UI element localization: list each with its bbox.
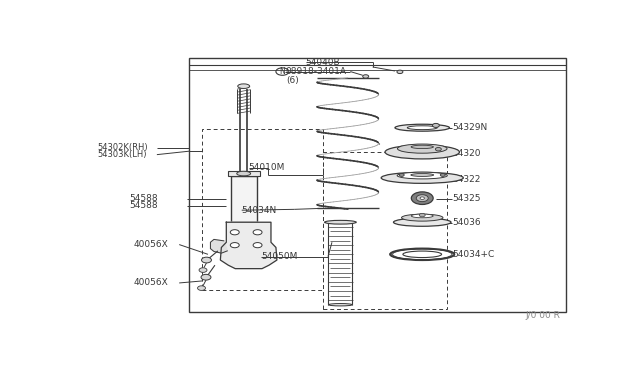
Bar	[189, 58, 566, 312]
Circle shape	[416, 195, 428, 202]
Text: 54036: 54036	[452, 218, 481, 227]
Text: 54322: 54322	[452, 175, 481, 184]
Text: 54010M: 54010M	[249, 163, 285, 172]
Ellipse shape	[394, 218, 451, 226]
Text: 40056X: 40056X	[134, 240, 168, 249]
Ellipse shape	[403, 251, 442, 257]
Ellipse shape	[328, 304, 352, 306]
Text: 54329N: 54329N	[452, 123, 487, 132]
Circle shape	[420, 197, 424, 199]
Text: (6): (6)	[286, 76, 299, 85]
Ellipse shape	[397, 172, 447, 179]
Polygon shape	[220, 222, 277, 269]
Circle shape	[230, 243, 239, 248]
Ellipse shape	[324, 220, 356, 224]
Bar	[231, 176, 257, 222]
Ellipse shape	[411, 145, 433, 148]
Text: N: N	[280, 67, 285, 76]
Ellipse shape	[395, 124, 449, 131]
Circle shape	[201, 275, 211, 280]
Text: J/0 00 R: J/0 00 R	[525, 311, 560, 320]
Circle shape	[435, 147, 442, 151]
Text: 54588: 54588	[129, 194, 158, 203]
Circle shape	[198, 286, 205, 291]
Text: 54034N: 54034N	[242, 206, 277, 215]
Circle shape	[363, 75, 369, 78]
Text: 54320: 54320	[452, 149, 481, 158]
Circle shape	[399, 173, 404, 176]
Text: 54588: 54588	[129, 201, 158, 210]
Text: 54034+C: 54034+C	[452, 250, 494, 259]
Text: 08918-3401A: 08918-3401A	[286, 67, 347, 76]
Ellipse shape	[407, 126, 437, 129]
Circle shape	[419, 214, 425, 217]
Text: 54050M: 54050M	[261, 252, 298, 261]
Ellipse shape	[237, 84, 250, 89]
Text: 54302K(RH): 54302K(RH)	[97, 143, 148, 152]
Circle shape	[253, 230, 262, 235]
Polygon shape	[211, 240, 227, 253]
Ellipse shape	[412, 214, 433, 218]
Ellipse shape	[390, 248, 454, 260]
Text: 54303K(LH): 54303K(LH)	[97, 150, 147, 159]
Circle shape	[199, 268, 207, 272]
Text: 40056X: 40056X	[134, 279, 168, 288]
Ellipse shape	[237, 171, 251, 176]
Ellipse shape	[411, 173, 434, 176]
Circle shape	[433, 124, 439, 128]
Circle shape	[253, 243, 262, 248]
Bar	[202, 129, 323, 291]
Ellipse shape	[397, 144, 447, 153]
Circle shape	[202, 257, 211, 263]
Circle shape	[230, 230, 239, 235]
Circle shape	[397, 70, 403, 74]
Text: 54040B: 54040B	[306, 58, 340, 67]
Bar	[228, 171, 260, 176]
Circle shape	[412, 192, 433, 205]
Text: 54325: 54325	[452, 194, 481, 203]
Ellipse shape	[381, 172, 463, 183]
Ellipse shape	[385, 145, 460, 159]
Ellipse shape	[401, 214, 443, 221]
Bar	[323, 153, 447, 309]
Circle shape	[440, 173, 445, 176]
